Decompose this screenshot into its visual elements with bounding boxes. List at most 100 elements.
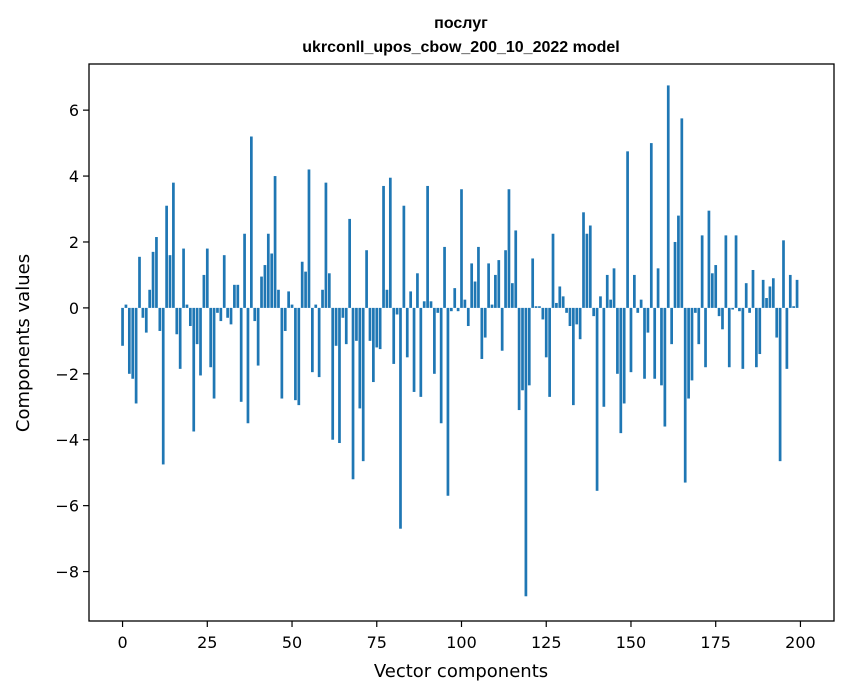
bar-101 [463, 299, 467, 308]
chart-title: послуг [434, 15, 488, 32]
bar-155 [646, 307, 650, 333]
y-tick-label: 0 [69, 299, 79, 318]
bar-163 [673, 241, 677, 308]
bar-83 [402, 205, 406, 308]
bar-146 [616, 307, 619, 374]
y-axis-label: Components values [13, 254, 34, 432]
bar-92 [433, 307, 436, 374]
bar-96 [446, 307, 450, 496]
bar-186 [751, 269, 755, 308]
bar-34 [236, 284, 240, 308]
y-axis-ticks: −8 −6 −4 −2 0 2 4 6 [55, 101, 89, 582]
bar-11 [158, 307, 162, 331]
bar-116 [514, 230, 518, 308]
bar-152 [636, 307, 640, 313]
bar-58 [317, 307, 321, 378]
bar-4 [134, 307, 138, 404]
x-tick-label: 175 [700, 633, 731, 652]
bar-171 [700, 235, 704, 308]
bar-179 [727, 307, 731, 368]
bar-2 [127, 307, 131, 374]
bar-165 [680, 118, 684, 308]
bar-187 [755, 307, 758, 368]
bar-38 [250, 136, 253, 308]
x-tick-label: 75 [367, 633, 387, 652]
bar-76 [378, 307, 382, 350]
bar-118 [521, 307, 524, 391]
bar-191 [768, 286, 772, 308]
bar-99 [456, 307, 460, 312]
bar-31 [226, 307, 229, 318]
bar-178 [724, 235, 728, 308]
bar-81 [395, 307, 399, 315]
x-tick-label: 50 [282, 633, 302, 652]
bars-group [121, 85, 799, 597]
bar-181 [734, 235, 738, 308]
bar-145 [612, 268, 616, 308]
bar-24 [202, 274, 206, 308]
bar-198 [792, 306, 796, 308]
bar-72 [365, 250, 368, 308]
bar-113 [504, 250, 507, 308]
bar-170 [697, 307, 701, 345]
bar-180 [731, 307, 735, 310]
bar-139 [592, 307, 596, 317]
bar-144 [609, 299, 612, 308]
bar-0 [121, 307, 124, 346]
bar-82 [399, 307, 402, 529]
bar-45 [273, 176, 277, 308]
y-tick-label: −6 [55, 497, 79, 516]
bar-150 [629, 307, 633, 373]
bar-65 [341, 307, 345, 318]
bar-123 [538, 306, 541, 308]
bar-193 [775, 307, 779, 338]
bar-149 [626, 151, 629, 308]
bar-98 [453, 288, 457, 308]
bar-126 [548, 307, 551, 397]
bar-68 [351, 307, 355, 480]
bar-79 [388, 177, 392, 308]
bar-177 [721, 307, 724, 330]
bar-167 [687, 307, 690, 399]
bar-100 [460, 189, 463, 308]
x-tick-label: 100 [446, 633, 477, 652]
bar-115 [510, 283, 514, 308]
bar-151 [633, 274, 636, 308]
bar-63 [334, 307, 338, 346]
bar-136 [582, 212, 585, 308]
bar-183 [741, 307, 745, 369]
bar-121 [531, 258, 535, 308]
bar-28 [216, 307, 219, 313]
bar-73 [368, 307, 372, 341]
bar-142 [602, 307, 606, 407]
bar-199 [795, 279, 799, 308]
bar-25 [205, 248, 209, 308]
bar-195 [782, 240, 785, 308]
bar-22 [195, 307, 199, 345]
x-tick-label: 125 [531, 633, 562, 652]
y-tick-label: 2 [69, 233, 79, 252]
bar-49 [287, 291, 290, 308]
bar-169 [694, 307, 697, 313]
bar-30 [222, 255, 226, 308]
bar-119 [524, 307, 528, 597]
bar-86 [412, 307, 416, 392]
bar-15 [172, 182, 175, 308]
bar-74 [372, 307, 375, 383]
bar-75 [375, 307, 379, 348]
bar-154 [643, 307, 646, 379]
bar-160 [663, 307, 667, 427]
bar-125 [544, 307, 548, 358]
bar-105 [477, 246, 480, 308]
bar-89 [422, 301, 426, 308]
chart-subtitle: ukrconll_upos_cbow_200_10_2022 model [302, 39, 619, 56]
bar-3 [131, 307, 135, 379]
bar-147 [619, 307, 623, 434]
bar-44 [270, 253, 274, 308]
bar-37 [246, 307, 250, 424]
bar-32 [229, 307, 233, 325]
bar-54 [304, 271, 307, 308]
bar-137 [585, 233, 589, 308]
bar-14 [168, 255, 172, 308]
bar-135 [578, 307, 582, 340]
